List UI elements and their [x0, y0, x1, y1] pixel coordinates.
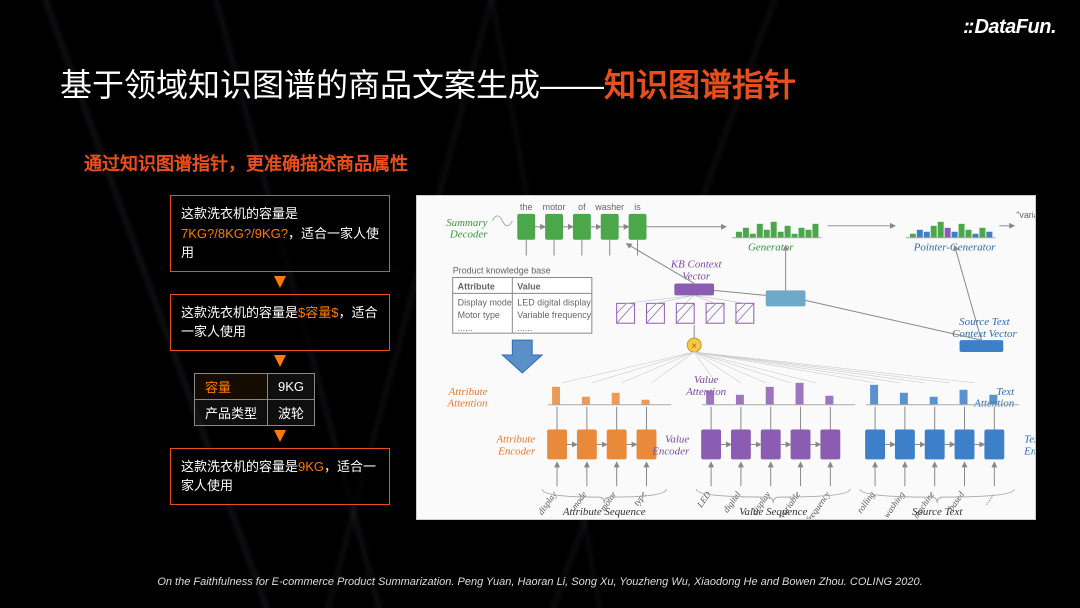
- kv-r1v: 9KG: [268, 373, 315, 399]
- box3-hl: 9KG: [298, 459, 324, 474]
- title-accent: 知识图谱指针: [604, 67, 796, 103]
- svg-text:Source TextContext Vector: Source TextContext Vector: [952, 316, 1017, 340]
- box2-pre: 这款洗衣机的容量是: [181, 305, 298, 320]
- kv-r1k: 容量: [195, 373, 268, 399]
- svg-text:......: ......: [980, 490, 996, 507]
- svg-text:Attribute: Attribute: [458, 281, 495, 291]
- kv-r2k: 产品类型: [195, 399, 268, 425]
- svg-text:frequency: frequency: [804, 490, 832, 519]
- svg-text:SummaryDecoder: SummaryDecoder: [446, 217, 488, 241]
- svg-text:motor: motor: [543, 202, 566, 212]
- architecture-diagram: SummaryDecoder the motor of washer is Generato…: [416, 195, 1036, 520]
- svg-text:"variable": "variable": [1016, 210, 1035, 220]
- svg-text:Source Text: Source Text: [912, 506, 963, 518]
- kv-table: 容量9KG 产品类型波轮: [194, 373, 315, 426]
- subtitle: 通过知识图谱指针，更准确描述商品属性: [84, 150, 408, 176]
- svg-text:is: is: [634, 202, 641, 212]
- box1-pre: 这款洗衣机的容量是: [181, 206, 298, 221]
- svg-text:the: the: [520, 202, 532, 212]
- box2-hl: $容量$: [298, 305, 338, 320]
- svg-text:Display mode: Display mode: [458, 297, 512, 307]
- svg-text:AttributeEncoder: AttributeEncoder: [495, 433, 536, 457]
- svg-text:ValueEncoder: ValueEncoder: [651, 433, 690, 457]
- example-box-2: 这款洗衣机的容量是$容量$，适合一家人使用: [170, 294, 390, 351]
- svg-text:Value Sequence: Value Sequence: [739, 506, 807, 518]
- svg-text:Attribute Sequence: Attribute Sequence: [562, 506, 646, 518]
- box3-pre: 这款洗衣机的容量是: [181, 459, 298, 474]
- svg-text:Variable frequency: Variable frequency: [517, 310, 591, 320]
- svg-text:washer: washer: [594, 202, 624, 212]
- svg-text:Product knowledge base: Product knowledge base: [453, 266, 551, 276]
- kv-r2v: 波轮: [268, 399, 315, 425]
- page-title: 基于领域知识图谱的商品文案生成——知识图谱指针: [60, 60, 796, 106]
- svg-text:Pointer-Generator: Pointer-Generator: [913, 242, 996, 254]
- svg-text:×: ×: [691, 341, 697, 352]
- svg-text:LED: LED: [694, 489, 713, 510]
- svg-text:......: ......: [517, 323, 532, 333]
- title-plain: 基于领域知识图谱的商品文案生成——: [60, 67, 604, 103]
- logo: DataFun.: [963, 16, 1056, 39]
- svg-text:Motor type: Motor type: [458, 310, 500, 320]
- svg-text:LED digital display: LED digital display: [517, 297, 591, 307]
- left-column: 这款洗衣机的容量是7KG?/8KG?/9KG?，适合一家人使用 这款洗衣机的容量…: [170, 195, 390, 527]
- svg-text:AttributeAttention: AttributeAttention: [446, 386, 487, 410]
- arrow-down-icon: [274, 355, 286, 367]
- citation: On the Faithfulness for E-commerce Produ…: [0, 576, 1080, 588]
- box1-hl: 7KG?/8KG?/9KG?: [181, 226, 288, 241]
- example-box-3: 这款洗衣机的容量是9KG，适合一家人使用: [170, 448, 390, 505]
- svg-text:KB ContextVector: KB ContextVector: [670, 259, 723, 283]
- arrow-down-icon: [274, 276, 286, 288]
- example-box-1: 这款洗衣机的容量是7KG?/8KG?/9KG?，适合一家人使用: [170, 195, 390, 272]
- svg-text:type: type: [631, 490, 648, 508]
- svg-text:washing: washing: [881, 489, 907, 519]
- svg-text:......: ......: [458, 323, 473, 333]
- arrow-down-icon: [274, 430, 286, 442]
- svg-text:of: of: [578, 202, 586, 212]
- svg-text:Value: Value: [517, 281, 540, 291]
- svg-text:Generator: Generator: [748, 242, 794, 254]
- svg-text:TextEncoder: TextEncoder: [1023, 433, 1035, 457]
- svg-text:ValueAttention: ValueAttention: [685, 374, 726, 398]
